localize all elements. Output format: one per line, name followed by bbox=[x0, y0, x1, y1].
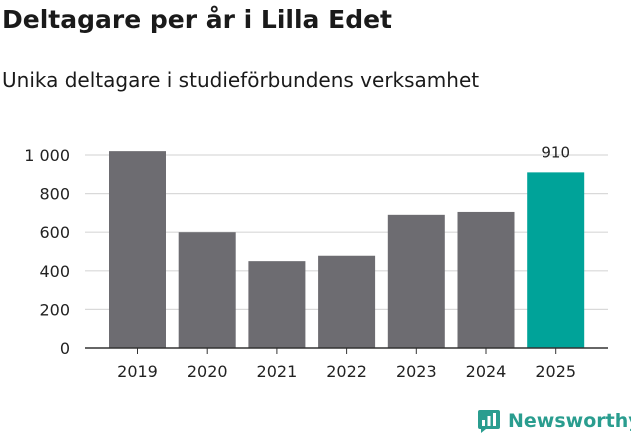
x-tick-label: 2020 bbox=[187, 362, 228, 381]
newsworthy-brand: Newsworthy bbox=[476, 408, 631, 434]
y-axis-ticks: 0 200 400 600 800 1 000 bbox=[24, 146, 70, 358]
bar-2023 bbox=[387, 214, 445, 348]
x-tick-label: 2024 bbox=[466, 362, 507, 381]
newsworthy-logo-icon bbox=[478, 410, 500, 433]
x-tick-label: 2019 bbox=[117, 362, 158, 381]
x-axis-ticks: 2019 2020 2021 2022 2023 2024 2025 bbox=[117, 348, 576, 381]
y-tick-label: 1 000 bbox=[24, 146, 70, 165]
y-tick-label: 800 bbox=[39, 185, 70, 204]
bar-2025 bbox=[527, 172, 585, 348]
bar-2021 bbox=[248, 261, 306, 348]
y-tick-label: 600 bbox=[39, 223, 70, 242]
bar-2020 bbox=[178, 232, 236, 348]
bars bbox=[109, 151, 585, 348]
y-tick-label: 200 bbox=[39, 300, 70, 319]
x-tick-label: 2021 bbox=[257, 362, 298, 381]
x-tick-label: 2023 bbox=[396, 362, 437, 381]
x-tick-label: 2022 bbox=[326, 362, 367, 381]
bar-2019 bbox=[109, 151, 166, 348]
bar-2024 bbox=[457, 211, 515, 348]
y-tick-label: 0 bbox=[60, 339, 70, 358]
x-tick-label: 2025 bbox=[535, 362, 576, 381]
chart-title: Deltagare per år i Lilla Edet bbox=[2, 5, 393, 34]
bar-2022 bbox=[318, 255, 376, 348]
data-label: 910 bbox=[541, 143, 570, 161]
y-tick-label: 400 bbox=[39, 262, 70, 281]
chart-subtitle: Unika deltagare i studieförbundens verks… bbox=[2, 68, 480, 92]
brand-name: Newsworthy bbox=[508, 410, 631, 432]
data-labels: 910 bbox=[541, 143, 570, 161]
